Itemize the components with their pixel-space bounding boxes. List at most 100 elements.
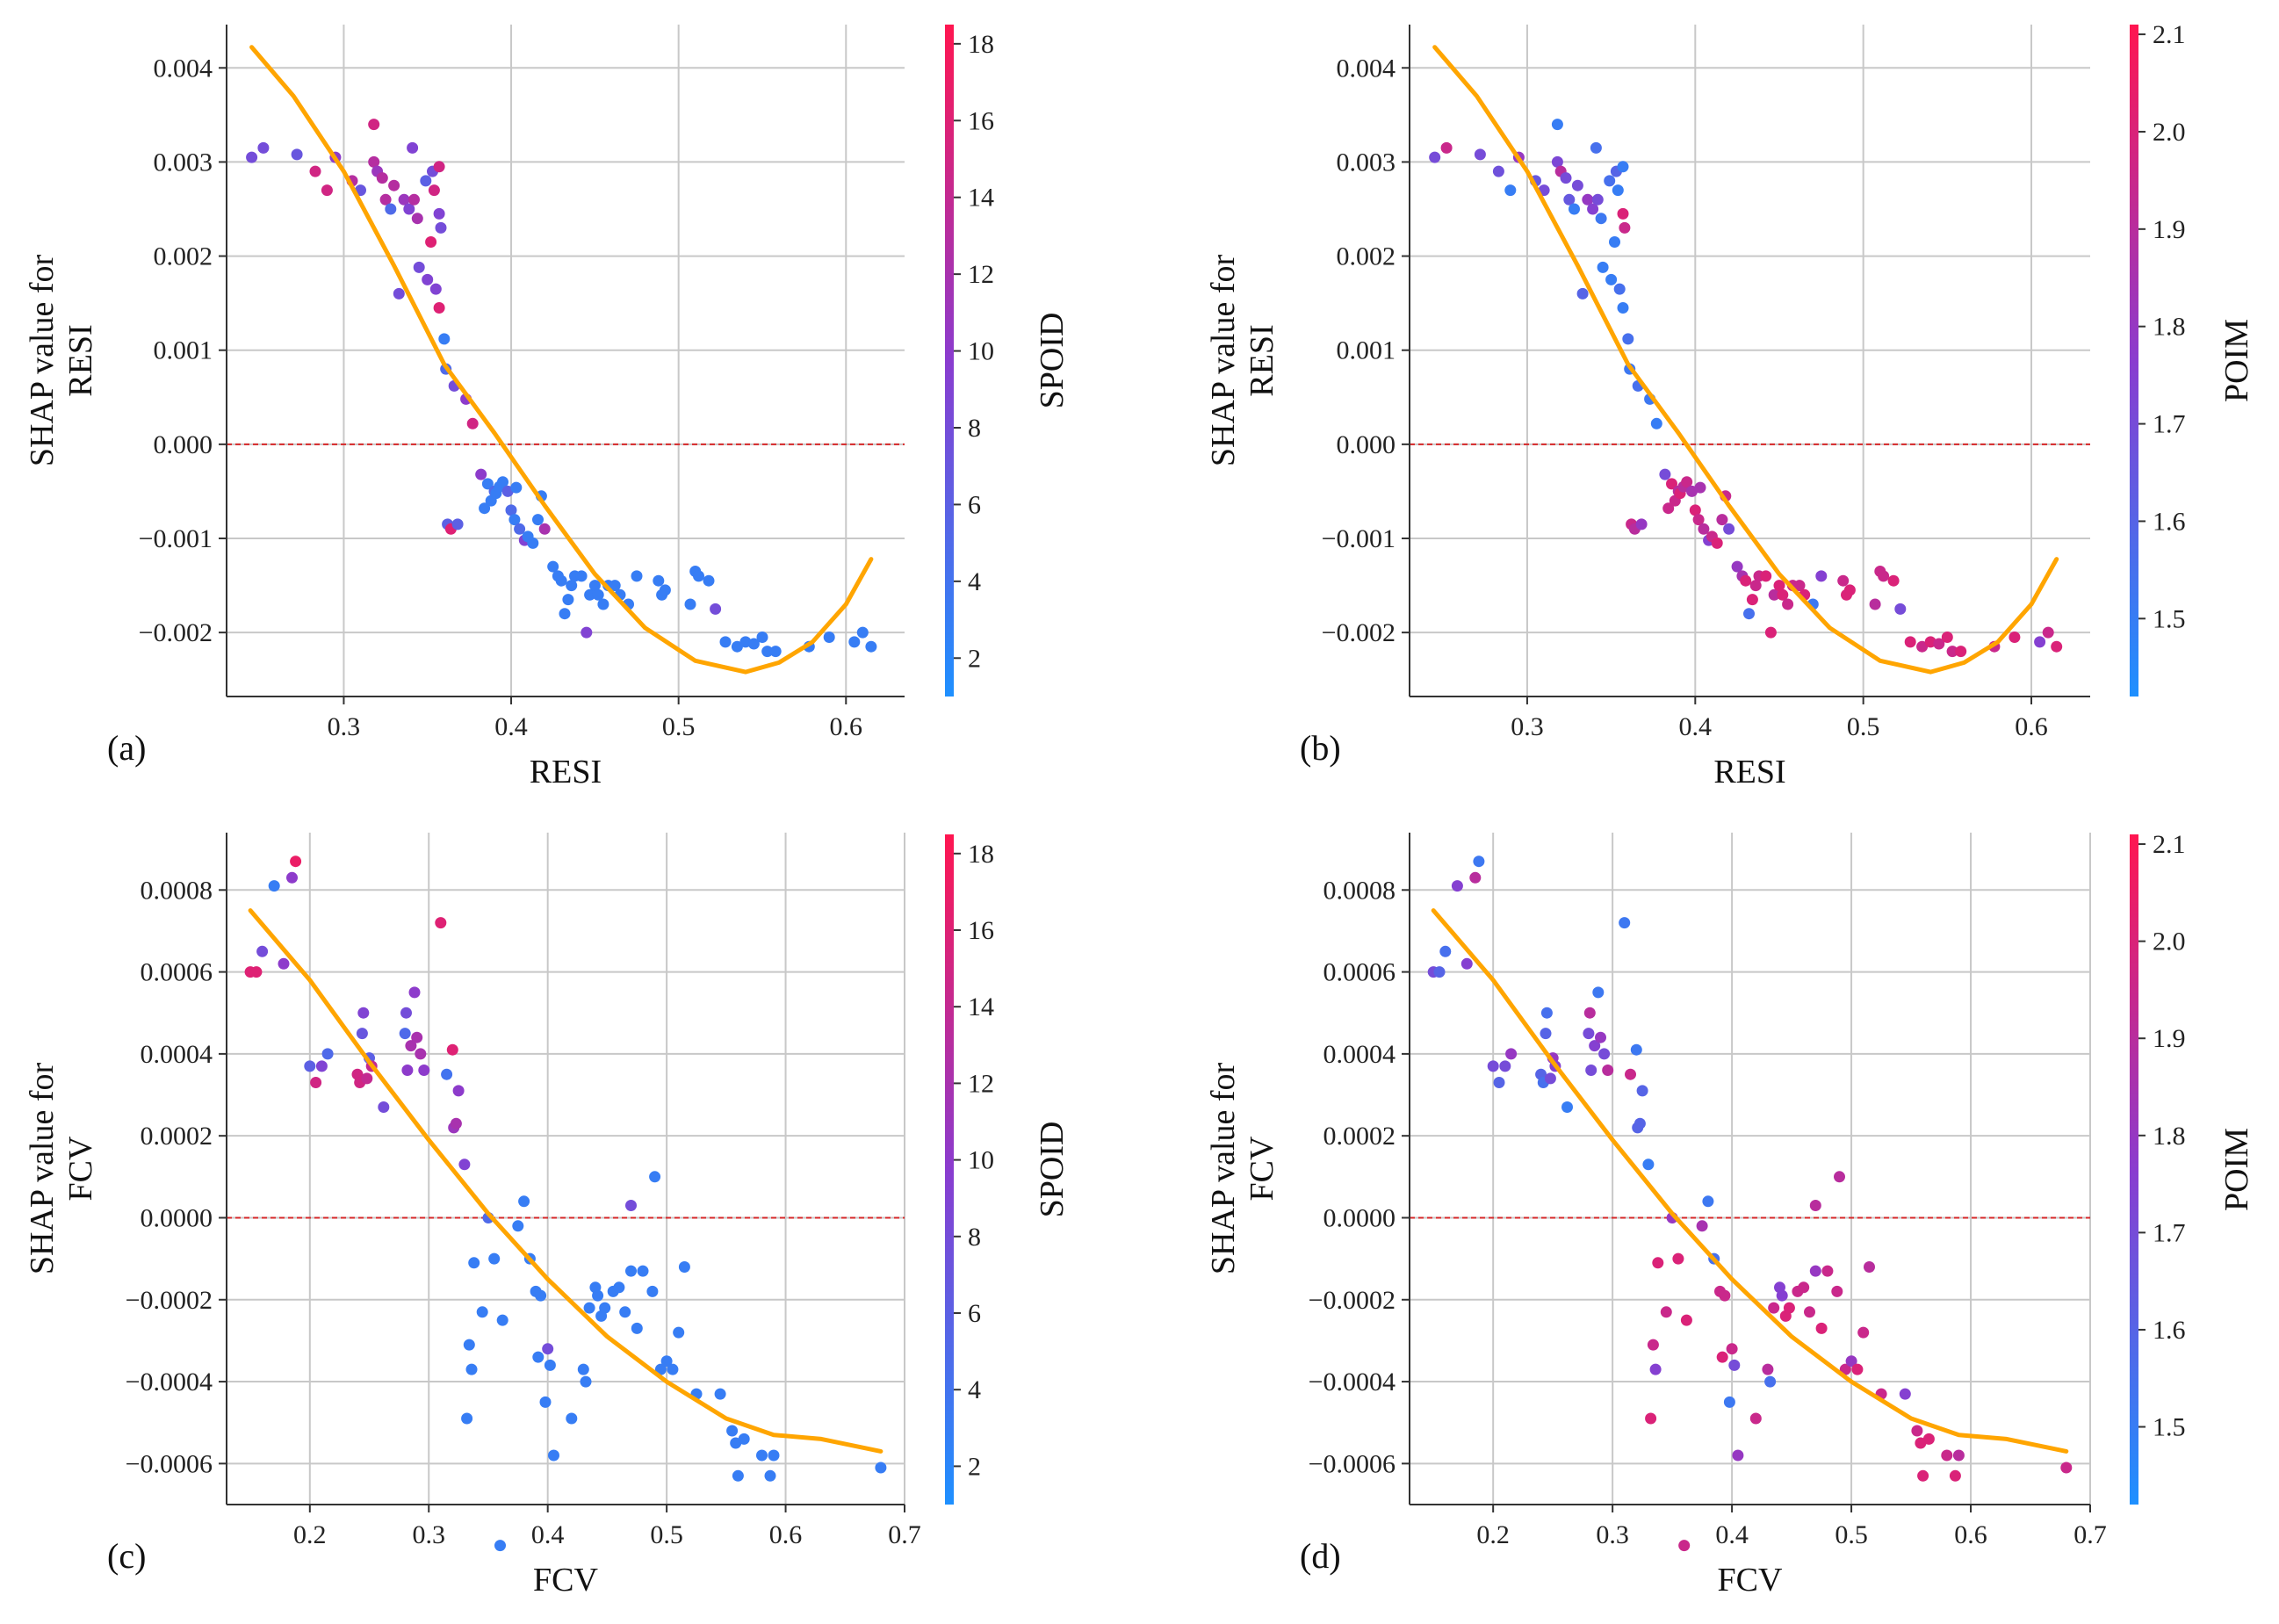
scatter-point [278, 957, 290, 970]
scatter-point [497, 476, 508, 488]
scatter-point [637, 1265, 649, 1277]
colorbar-label: SPOID [1034, 313, 1071, 409]
scatter-point [1659, 468, 1671, 480]
colorbar [945, 25, 954, 697]
y-tick-label: −0.001 [139, 524, 213, 553]
scatter-point [368, 155, 380, 168]
panel-b: 0.3 0.4 0.5 0.6 0.004 0.003 0.002 0.001 0.000 −0.… [1205, 20, 2255, 790]
scatter-point [1702, 1195, 1714, 1208]
panel-label: (a) [107, 728, 146, 768]
x-tick-label: 0.5 [650, 1520, 683, 1549]
scatter-point [411, 213, 423, 225]
scatter-point [1864, 1261, 1875, 1273]
scatter-point [547, 560, 559, 573]
scatter-point [428, 184, 440, 197]
scatter-point [1609, 236, 1620, 248]
scatter-point [566, 1412, 578, 1425]
scatter-point [2009, 632, 2021, 643]
y-axis-label: RESI [62, 324, 99, 396]
scatter-point [413, 261, 425, 273]
y-axis-label: SHAP value for [24, 1062, 61, 1274]
scatter-point [407, 141, 419, 154]
scatter-point [1728, 1359, 1741, 1371]
scatter-point [532, 514, 544, 526]
scatter-point [555, 574, 567, 587]
scatter-point [1743, 608, 1755, 620]
scatter-point [1760, 570, 1772, 582]
scatter-point [1439, 945, 1452, 957]
scatter-point [1916, 640, 1929, 653]
scatter-point [756, 1449, 768, 1462]
scatter-point [588, 580, 601, 592]
y-axis-label: FCV [1244, 1136, 1280, 1201]
scatter-point [1740, 574, 1752, 587]
scatter-point [1845, 1355, 1857, 1368]
x-tick-label: 0.6 [769, 1520, 803, 1549]
y-tick-label: −0.0004 [126, 1368, 213, 1397]
scatter-point [1604, 175, 1616, 187]
fit-line [1431, 908, 2069, 1454]
scatter-point [684, 598, 696, 610]
scatter-point [304, 1060, 316, 1072]
colorbar-tick-label: 1.7 [2153, 1218, 2186, 1247]
y-tick-label: −0.0004 [1309, 1368, 1396, 1397]
scatter-point [425, 236, 437, 248]
scatter-point [1569, 203, 1580, 215]
scatter-point [1563, 193, 1576, 206]
scatter-point [1613, 283, 1626, 295]
scatter-point [719, 636, 732, 648]
scatter-point [535, 1289, 547, 1302]
scatter-point [1662, 502, 1675, 515]
scatter-point [1672, 1252, 1684, 1265]
scatter-point [1617, 161, 1629, 173]
y-tick-label: −0.002 [139, 618, 213, 647]
scatter-point [1723, 1396, 1735, 1408]
scatter-point [1716, 1351, 1728, 1363]
scatter-point [1666, 478, 1677, 490]
scatter-point [1887, 574, 1900, 587]
scatter-point [310, 1077, 322, 1088]
scatter-point [1612, 184, 1624, 197]
x-tick-label: 0.3 [1596, 1520, 1629, 1549]
scatter-point [518, 1195, 530, 1208]
scatter-point [1933, 638, 1945, 650]
scatter-point [2060, 1462, 2073, 1474]
scatter-point [435, 917, 447, 929]
scatter-point [1544, 1072, 1556, 1085]
scatter-point [2051, 640, 2063, 653]
x-tick-label: 0.4 [1715, 1520, 1749, 1549]
scatter-point [625, 1265, 637, 1277]
scatter-point [756, 632, 768, 643]
scatter-point [1857, 1326, 1870, 1339]
scatter-point [309, 165, 321, 177]
scatter-point [1694, 481, 1706, 494]
panel-c: 0.2 0.3 0.4 0.5 0.6 0.7 0.0008 0.0006 0.0004 0.00… [24, 833, 1071, 1599]
y-tick-label: −0.001 [1322, 524, 1396, 553]
scatter-point [1837, 574, 1850, 587]
colorbar-tick-label: 1.6 [2153, 1316, 2186, 1345]
y-tick-label: −0.0002 [1309, 1286, 1396, 1315]
scatter-point [566, 580, 578, 592]
scatter-point [1595, 1031, 1606, 1043]
scatter-point [398, 193, 410, 206]
colorbar-tick-label: 2.1 [2153, 830, 2186, 859]
scatter-point [1473, 855, 1485, 868]
panel-label: (d) [1300, 1536, 1341, 1576]
scatter-point [1716, 514, 1728, 526]
scatter-point [1955, 646, 1967, 658]
x-tick-label: 0.4 [531, 1520, 565, 1549]
y-tick-label: 0.000 [1337, 430, 1396, 459]
y-tick-label: 0.0008 [1323, 876, 1396, 905]
scatter-point [385, 203, 397, 215]
y-tick-label: 0.0000 [1323, 1203, 1396, 1232]
fit-line [248, 908, 883, 1454]
scatter-point [761, 646, 774, 658]
scatter-point [411, 1031, 423, 1043]
colorbar-tick-label: 16 [968, 916, 994, 945]
scatter-point [256, 945, 269, 957]
scatter-point [667, 1363, 679, 1375]
scatter-point [1726, 1343, 1738, 1355]
scatter-point [315, 1060, 328, 1072]
scatter-point [1492, 165, 1504, 177]
scatter-point [1591, 193, 1604, 206]
